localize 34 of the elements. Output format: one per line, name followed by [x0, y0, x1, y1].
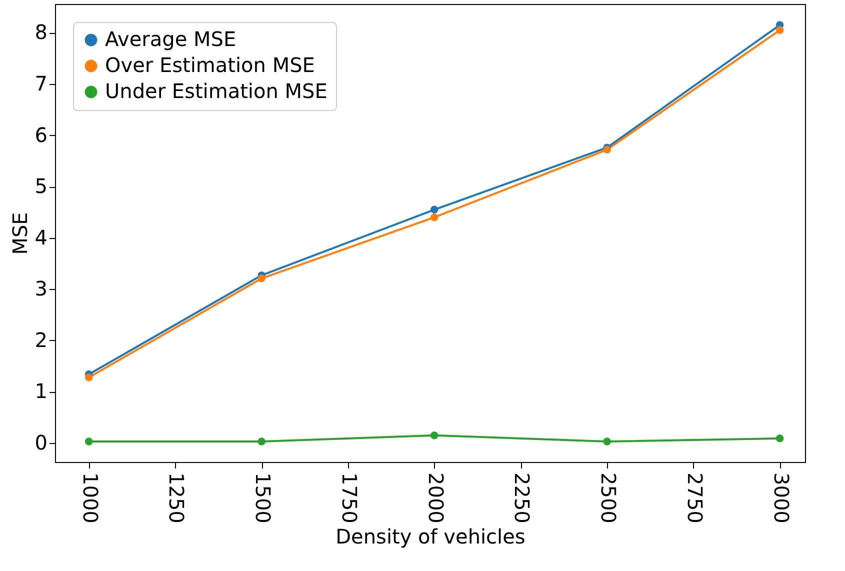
x-tick-label: 2000	[424, 472, 448, 524]
point	[603, 146, 611, 154]
y-tick-label: 1	[34, 379, 48, 404]
x-tick-label: 1500	[251, 472, 276, 524]
point	[84, 438, 93, 446]
y-tick-label: 7	[34, 72, 48, 96]
x-tick-label: 2750	[682, 472, 707, 524]
x-axis-title: Density of vehicles	[336, 524, 526, 548]
point	[430, 206, 438, 214]
point	[84, 374, 93, 382]
point	[776, 434, 784, 442]
point	[603, 438, 611, 446]
point	[258, 274, 266, 282]
y-tick-label: 2	[34, 328, 48, 352]
legend-label: Over Estimation MSE	[105, 53, 315, 77]
point	[258, 438, 266, 446]
x-tick-label: 2500	[596, 472, 621, 524]
legend-label: Average MSE	[105, 27, 236, 51]
y-axis-title: MSE	[8, 212, 32, 255]
y-tick-label: 0	[34, 430, 48, 455]
y-tick-label: 6	[34, 122, 48, 147]
point	[430, 431, 438, 440]
x-tick-label: 1000	[78, 472, 102, 524]
x-tick-label: 2250	[510, 472, 534, 524]
point	[776, 26, 784, 34]
legend-label: Under Estimation MSE	[105, 79, 328, 103]
x-tick-label: 1250	[164, 472, 189, 524]
point	[430, 213, 438, 222]
x-tick-label: 1750	[337, 472, 362, 524]
y-tick-label: 8	[34, 20, 48, 44]
y-tick-label: 4	[34, 225, 48, 250]
y-tick-label: 3	[34, 276, 48, 301]
x-tick-label: 3000	[769, 472, 794, 524]
y-tick-label: 5	[34, 174, 48, 198]
